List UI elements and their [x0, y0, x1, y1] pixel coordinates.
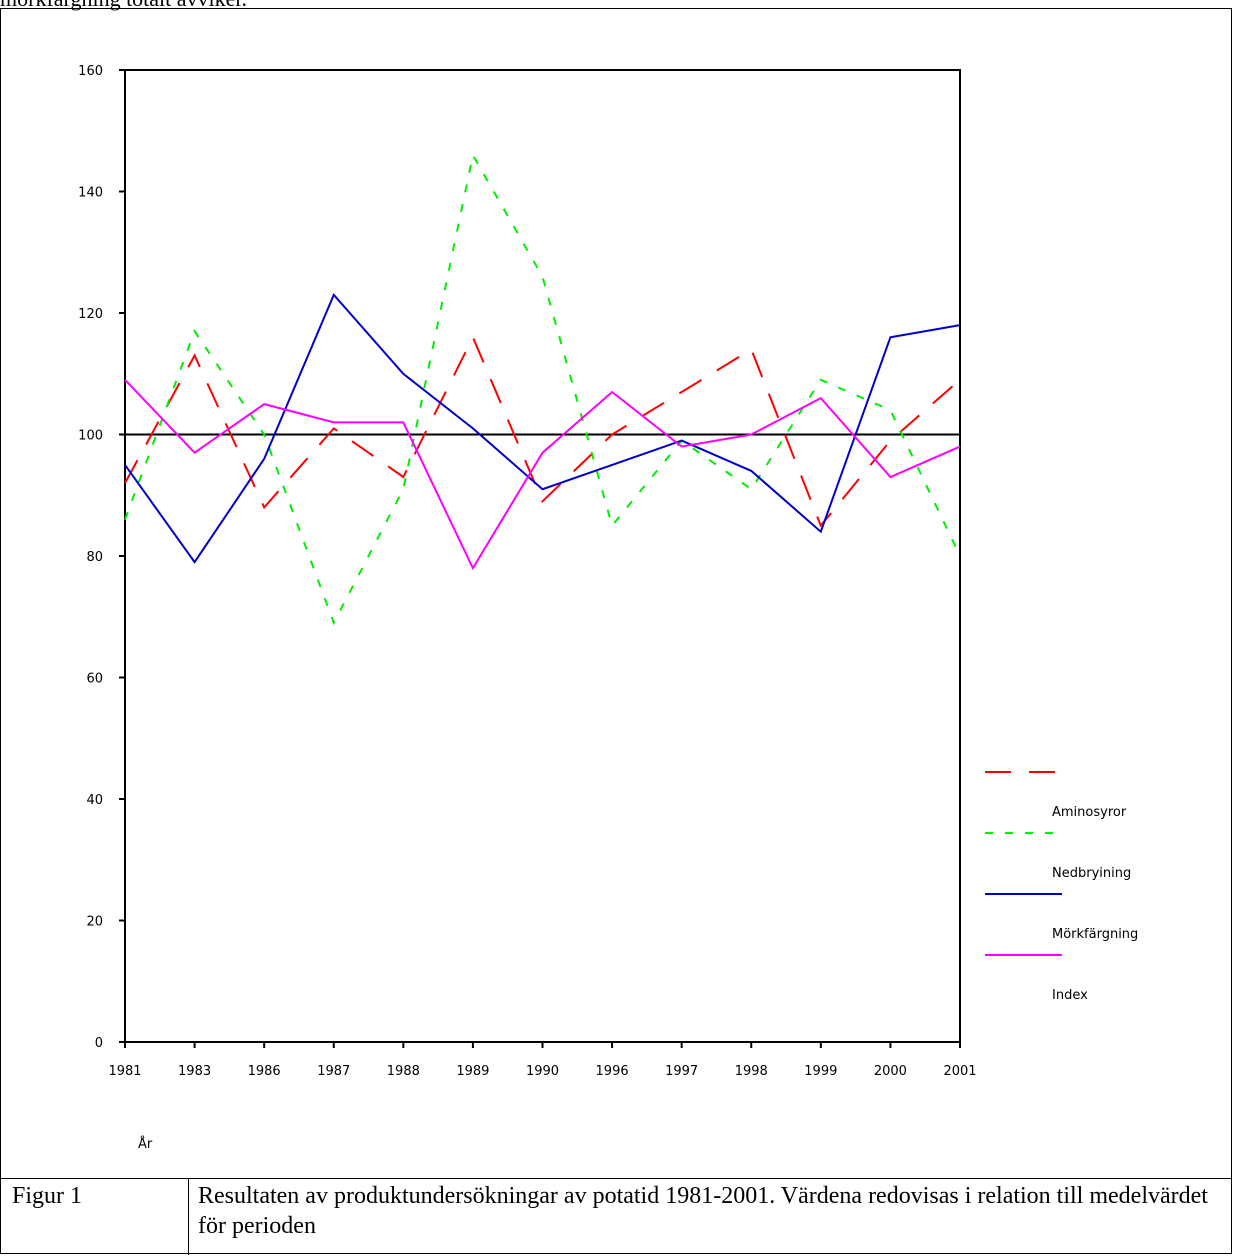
x-tick-label: 1983 — [178, 1064, 211, 1079]
x-tick-label: 1986 — [248, 1064, 281, 1079]
legend-label-index: Index — [1052, 988, 1088, 1003]
x-tick-label: 1996 — [596, 1064, 629, 1079]
plot-area — [124, 69, 961, 1043]
caption-label: Figur 1 — [12, 1183, 83, 1209]
figure-frame — [0, 8, 1232, 1254]
caption-text: Resultaten av produktundersökningar av p… — [198, 1183, 1208, 1239]
x-tick-label: 1988 — [387, 1064, 420, 1079]
legend-label-aminosyror: Aminosyror — [1052, 805, 1127, 820]
x-tick-label: 1999 — [804, 1064, 837, 1079]
series-line-aminosyror — [124, 334, 961, 528]
x-tick-label: 1997 — [665, 1064, 698, 1079]
top-text: mörkfärgning totalt avviker. — [0, 0, 247, 12]
y-tick-label: 80 — [86, 550, 103, 565]
x-tick-label: 2001 — [943, 1064, 976, 1079]
series-line-nedbryining — [124, 152, 961, 626]
x-tick-label: 2000 — [874, 1064, 907, 1079]
legend: Aminosyror Nedbryining Mörkfärgning Index — [985, 771, 1138, 1003]
y-tick-label: 140 — [78, 186, 103, 201]
series-line-mörkfärgning — [124, 292, 961, 564]
plot-area-border — [124, 69, 961, 1043]
axes: 0 20 40 60 80 100 120 140 160 1981 1983 1986 1987 198… — [78, 64, 976, 1152]
series-line-index — [124, 379, 961, 571]
legend-label-mörkfärgning: Mörkfärgning — [1052, 927, 1138, 942]
x-tick-label: 1989 — [456, 1064, 489, 1079]
x-tick-label: 1998 — [735, 1064, 768, 1079]
caption-row: Figur 1 Resultaten av produktundersöknin… — [0, 1178, 1232, 1255]
x-tick-label: 1990 — [526, 1064, 559, 1079]
y-tick-label: 100 — [78, 429, 103, 444]
x-tick-label: 1981 — [108, 1064, 141, 1079]
y-tick-label: 120 — [78, 307, 103, 322]
y-tick-label: 60 — [86, 672, 103, 687]
caption-divider — [188, 1179, 189, 1255]
y-tick-label: 0 — [95, 1036, 103, 1051]
x-tick-label: 1987 — [317, 1064, 350, 1079]
legend-label-nedbryining: Nedbryining — [1052, 866, 1131, 881]
y-tick-label: 40 — [86, 793, 103, 808]
series-lines — [124, 152, 961, 626]
y-tick-label: 160 — [78, 64, 103, 79]
x-axis-title: År — [138, 1136, 153, 1152]
line-chart: 0 20 40 60 80 100 120 140 160 1981 1983 1986 1987 198… — [78, 64, 1138, 1152]
y-tick-label: 20 — [86, 915, 103, 930]
